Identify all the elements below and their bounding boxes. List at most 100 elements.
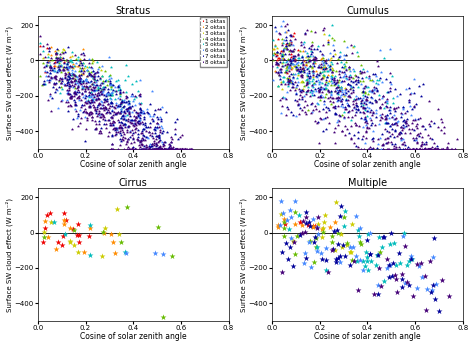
Point	[82, 98, 90, 103]
Point	[389, 131, 396, 136]
Point	[385, 262, 392, 268]
Point	[310, 70, 317, 76]
Point	[306, 64, 314, 69]
Point	[374, 253, 382, 258]
Point	[418, 146, 425, 152]
Point	[171, 146, 179, 152]
Point	[154, 121, 161, 126]
Point	[285, 79, 293, 84]
Point	[65, 64, 73, 69]
Point	[412, 146, 419, 152]
Point	[392, 141, 399, 147]
Point	[315, 231, 322, 237]
Point	[332, 95, 340, 101]
Point	[102, 99, 109, 104]
Point	[274, 36, 282, 42]
Point	[393, 289, 401, 294]
Point	[368, 88, 376, 94]
Point	[437, 116, 445, 122]
Point	[54, 51, 61, 56]
Point	[71, 64, 79, 69]
Point	[383, 256, 391, 262]
Point	[119, 122, 127, 127]
Point	[90, 75, 97, 80]
Point	[64, 64, 72, 70]
Point	[314, 119, 321, 125]
Point	[290, 48, 297, 54]
Point	[295, 102, 303, 107]
Point	[40, 234, 47, 239]
Point	[179, 146, 186, 152]
Point	[54, 239, 62, 244]
Point	[108, 133, 116, 138]
Point	[72, 88, 79, 94]
Point	[156, 115, 164, 120]
Point	[331, 140, 338, 146]
Point	[124, 108, 131, 113]
Point	[299, 78, 306, 83]
Point	[347, 90, 355, 96]
Point	[341, 52, 348, 58]
Point	[380, 279, 388, 284]
Point	[360, 105, 368, 111]
Point	[91, 73, 99, 78]
Point	[292, 113, 300, 119]
Point	[69, 82, 76, 88]
Point	[391, 240, 398, 246]
Point	[182, 146, 190, 152]
Point	[57, 80, 64, 85]
Point	[320, 25, 328, 31]
Point	[75, 232, 82, 238]
Point	[100, 104, 108, 109]
Point	[155, 144, 163, 150]
Point	[68, 73, 75, 78]
Point	[47, 64, 55, 69]
Point	[120, 132, 128, 137]
Point	[292, 87, 299, 93]
Point	[395, 131, 403, 136]
Point	[327, 83, 335, 88]
Point	[104, 90, 112, 95]
Point	[367, 259, 374, 264]
Point	[289, 76, 297, 81]
Point	[323, 82, 330, 88]
Point	[76, 81, 84, 86]
Point	[108, 92, 116, 98]
Point	[114, 146, 122, 152]
Point	[69, 85, 77, 90]
Point	[118, 109, 125, 115]
Point	[73, 95, 81, 101]
Point	[293, 67, 301, 73]
Point	[344, 103, 352, 108]
Point	[289, 85, 296, 90]
Point	[384, 139, 392, 144]
Point	[400, 230, 407, 235]
Point	[284, 65, 292, 70]
Point	[273, 50, 281, 55]
Point	[43, 59, 51, 65]
Point	[360, 110, 368, 116]
Point	[402, 120, 410, 126]
Point	[299, 88, 306, 94]
Point	[324, 62, 332, 68]
Point	[355, 129, 362, 135]
Point	[297, 60, 305, 66]
Point	[334, 227, 341, 232]
Point	[362, 101, 370, 107]
Point	[118, 113, 126, 119]
Point	[83, 67, 91, 73]
Point	[105, 54, 113, 60]
Point	[44, 235, 51, 240]
Point	[413, 146, 421, 152]
Point	[99, 85, 107, 90]
Point	[280, 48, 287, 53]
Point	[91, 70, 99, 76]
Point	[319, 58, 326, 64]
Point	[281, 69, 289, 75]
Point	[158, 104, 166, 110]
Point	[105, 91, 113, 97]
Point	[286, 43, 293, 48]
Point	[416, 146, 423, 152]
Point	[284, 77, 292, 83]
Point	[357, 62, 365, 68]
